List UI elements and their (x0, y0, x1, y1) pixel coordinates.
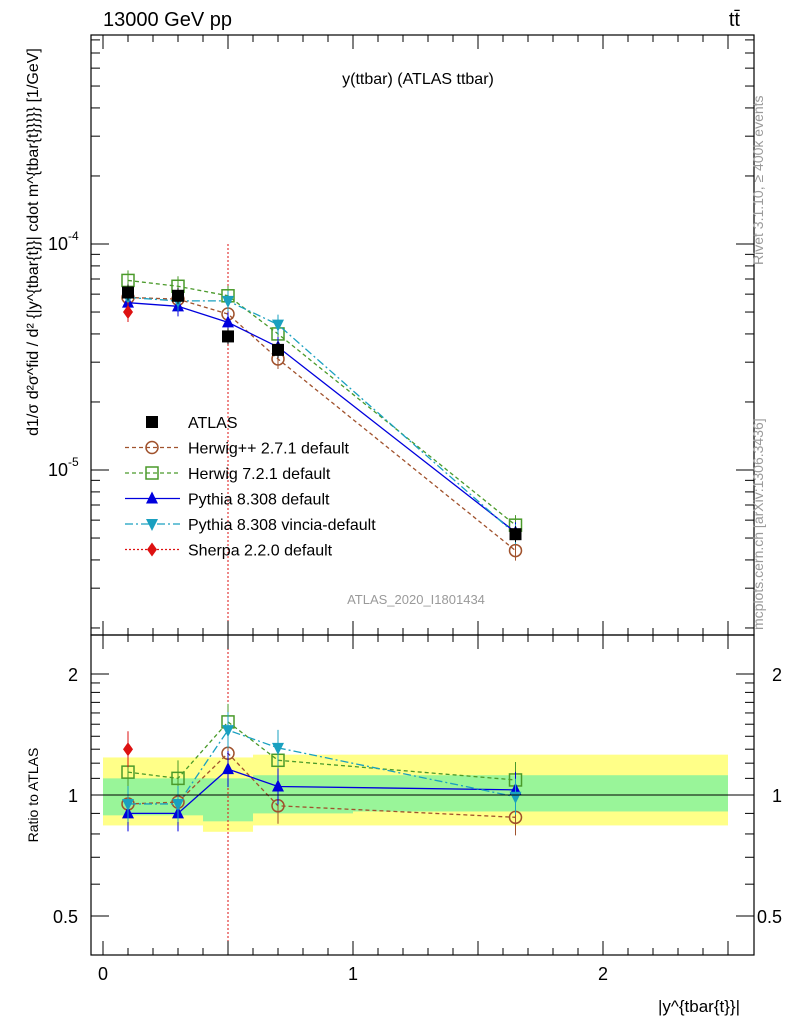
legend-marker (145, 466, 159, 480)
data-point-main (272, 319, 284, 332)
plot-frames: 0 1 210 -410 -52 21 10.5 0.5 (48, 34, 782, 984)
atlas-data-point (222, 330, 234, 343)
legend-item: Sherpa 2.2.0 default (125, 542, 333, 560)
y-tick-label-main: 10 (48, 234, 68, 254)
legend-marker (146, 416, 158, 428)
y-tick-label-exponent: -5 (68, 455, 79, 469)
watermark: ATLAS_2020_I1801434 (347, 592, 485, 607)
y-tick-label-ratio-right: 0.5 (757, 907, 782, 927)
chart-title: y(ttbar) (ATLAS ttbar) (342, 71, 494, 88)
y-tick-label-main: 10 (48, 460, 68, 480)
y-tick-label-exponent: -4 (68, 229, 79, 243)
series-line-main (127, 296, 516, 552)
legend-item: Herwig 7.2.1 default (125, 466, 331, 483)
data-point-ratio (123, 742, 133, 757)
atlas-data-point (509, 528, 522, 541)
legend-marker (145, 440, 159, 455)
mcplots-label: mcplots.cern.ch [arXiv:1306.3436] (750, 418, 766, 630)
data-point-main (123, 305, 133, 320)
series-line-main (127, 279, 516, 526)
series-4 (123, 302, 133, 768)
stat-uncertainty-band (253, 775, 353, 814)
data-point-ratio (122, 798, 134, 811)
legend-label: Herwig++ 2.7.1 default (188, 441, 350, 458)
y-tick-label-ratio-right: 1 (772, 786, 782, 806)
series-layer (121, 244, 523, 955)
legend-item: ATLAS (146, 415, 238, 432)
legend-item: Pythia 8.308 vincia-default (125, 517, 376, 534)
legend-marker (146, 491, 158, 504)
rivet-label: Rivet 3.1.10, ≥ 400k events (750, 95, 766, 265)
data-point-ratio (172, 798, 184, 811)
x-tick-label: 2 (598, 964, 608, 984)
y-axis-label-main: d1/σ d²σ^fid / d² {|y^{tbar{t}}| cdot m^… (25, 48, 42, 436)
x-tick-label: 0 (98, 964, 108, 984)
series-3 (122, 287, 522, 822)
data-point-ratio (222, 725, 234, 738)
x-tick-label: 1 (348, 964, 358, 984)
series-line-ratio (127, 721, 516, 781)
data-point-ratio (272, 742, 284, 755)
legend-label: ATLAS (188, 415, 238, 432)
y-tick-label-ratio-right: 2 (772, 665, 782, 685)
y-tick-label-ratio: 1 (68, 786, 78, 806)
header-right: tt̄ (729, 9, 741, 31)
data-point-main (222, 315, 234, 328)
legend-item: Herwig++ 2.7.1 default (125, 441, 350, 458)
header-left: 13000 GeV pp (103, 9, 232, 31)
legend-marker (147, 542, 157, 557)
atlas-data-point (122, 286, 134, 299)
legend-label: Sherpa 2.2.0 default (188, 543, 333, 560)
data-point-main (508, 543, 523, 558)
legend-marker (146, 519, 158, 531)
data-point-ratio (272, 779, 284, 792)
data-point-ratio (222, 762, 234, 775)
x-axis-label: |y^{tbar{t}}| (658, 997, 740, 1016)
data-point-ratio (171, 771, 185, 786)
legend-label: Herwig 7.2.1 default (188, 466, 331, 483)
y-tick-label-ratio: 0.5 (53, 907, 78, 927)
data-point-main (222, 295, 234, 308)
legend-item: Pythia 8.308 default (125, 491, 330, 509)
legend-label: Pythia 8.308 vincia-default (188, 517, 376, 534)
y-tick-label-ratio: 2 (68, 665, 78, 685)
series-1 (121, 270, 523, 798)
legend: ATLAS Herwig++ 2.7.1 default Herwig 7.2.1 … (125, 415, 376, 560)
y-axis-label-ratio: Ratio to ATLAS (25, 748, 41, 843)
atlas-data-point (272, 343, 284, 356)
legend-label: Pythia 8.308 default (188, 492, 330, 509)
stat-uncertainty-band (353, 775, 728, 812)
atlas-data-point (172, 289, 184, 302)
series-2 (122, 292, 522, 832)
uncertainty-bands (103, 754, 728, 832)
